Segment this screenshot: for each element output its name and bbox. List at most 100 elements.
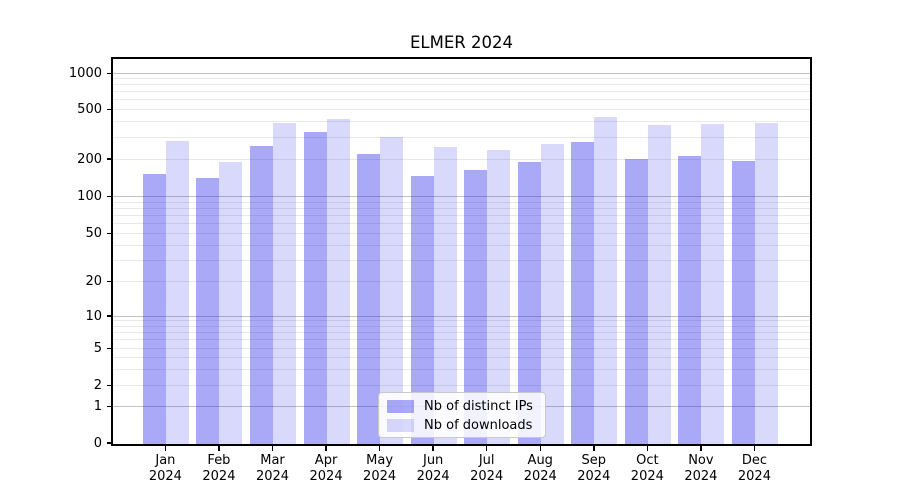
bar-distinct-ips (731, 160, 755, 444)
gridline-minor (113, 233, 810, 234)
bar-downloads (540, 143, 564, 444)
gridline-minor (113, 368, 810, 370)
x-tick-mark (753, 446, 756, 451)
gridline-minor (113, 99, 810, 101)
legend-swatch (387, 400, 414, 413)
x-tick-label: May 2024 (347, 453, 413, 485)
x-tick-label: Jul 2024 (454, 453, 520, 485)
gridline-minor (113, 84, 810, 86)
bar-downloads (594, 116, 618, 444)
y-tick-mark (106, 108, 113, 111)
bar-distinct-ips (571, 141, 595, 444)
gridline-major (113, 315, 810, 317)
x-tick-month: May (366, 453, 394, 468)
gridline-minor (113, 259, 810, 261)
legend-swatch (387, 419, 414, 432)
y-tick-mark (106, 158, 113, 160)
x-tick-year: 2024 (202, 469, 236, 484)
gridline-minor (113, 356, 810, 358)
bar-downloads (754, 123, 778, 444)
gridline-minor (113, 244, 810, 246)
bar-distinct-ips (410, 176, 434, 444)
y-tick-label: 50 (85, 226, 102, 241)
x-tick-label: Nov 2024 (668, 453, 734, 485)
chart-title: ELMER 2024 (410, 33, 513, 52)
y-tick-label: 2 (93, 378, 102, 393)
x-tick-year: 2024 (737, 469, 771, 484)
x-tick-month: Jan (155, 453, 176, 468)
plot-border (111, 57, 812, 446)
x-tick-month: Apr (314, 453, 338, 468)
y-tick-label: 5 (93, 340, 102, 356)
x-tick-month: Nov (688, 453, 714, 468)
x-tick-year: 2024 (470, 469, 504, 484)
gridline-minor (113, 215, 810, 217)
bar-downloads (380, 137, 404, 444)
x-tick-year: 2024 (630, 469, 664, 484)
gridline-minor (113, 91, 810, 93)
x-tick-month: Sep (581, 453, 607, 468)
bar-distinct-ips (624, 159, 648, 444)
x-tick-mark (539, 446, 541, 451)
gridline-minor (113, 108, 810, 110)
y-tick-label: 1 (93, 398, 102, 414)
gridline-minor (113, 281, 810, 283)
bar-distinct-ips (678, 156, 702, 444)
y-tick-label: 10 (85, 308, 102, 324)
bar-distinct-ips (357, 153, 381, 444)
bar-downloads (433, 146, 457, 444)
y-tick-mark (106, 195, 113, 198)
x-tick-label: Apr 2024 (293, 453, 359, 485)
bar-distinct-ips (464, 170, 488, 444)
bar-downloads (326, 118, 350, 444)
x-tick-mark (700, 446, 702, 451)
legend-row: Nb of downloads (387, 416, 545, 435)
bar-downloads (701, 124, 725, 444)
x-tick-month: Feb (207, 453, 231, 468)
x-tick-label: Sep 2024 (561, 453, 627, 485)
x-tick-month: Oct (636, 453, 659, 468)
gridline-major (113, 72, 810, 74)
x-tick-year: 2024 (309, 469, 343, 484)
x-tick-year: 2024 (363, 469, 397, 484)
x-tick-label: Jan 2024 (132, 453, 198, 485)
gridline-minor (113, 347, 810, 349)
x-tick-year: 2024 (148, 469, 182, 484)
y-tick-mark (106, 72, 113, 75)
bar-downloads (487, 150, 511, 444)
legend-label: Nb of downloads (424, 418, 533, 433)
x-tick-year: 2024 (255, 469, 290, 484)
x-tick-label: Jun 2024 (400, 453, 466, 485)
x-tick-label: Oct 2024 (614, 453, 680, 485)
gridline-minor (113, 385, 810, 386)
gridline-minor (113, 158, 810, 160)
y-tick-mark (106, 405, 113, 408)
y-tick-label: 500 (77, 101, 102, 117)
y-tick-label: 20 (85, 274, 102, 290)
x-tick-year: 2024 (523, 469, 557, 484)
x-tick-month: Jul (478, 453, 495, 468)
x-tick-mark (593, 446, 595, 451)
bar-downloads (647, 124, 671, 444)
x-tick-mark (432, 446, 434, 451)
legend-row: Nb of distinct IPs (387, 397, 545, 416)
x-tick-label: Aug 2024 (507, 453, 573, 485)
gridline-minor (113, 201, 810, 203)
gridline-minor (113, 120, 810, 122)
legend-label: Nb of distinct IPs (424, 399, 533, 414)
x-tick-mark (218, 446, 220, 451)
y-tick-mark (106, 384, 113, 387)
gridline-minor (113, 78, 810, 80)
bar-downloads (165, 140, 189, 444)
gridline-major (113, 196, 810, 198)
bar-downloads (273, 123, 296, 444)
bar-distinct-ips (250, 145, 273, 444)
y-tick-label: 1000 (68, 65, 102, 81)
bar-distinct-ips (196, 178, 220, 444)
x-tick-mark (485, 446, 488, 451)
gridline-minor (113, 208, 810, 210)
x-tick-month: Mar (260, 453, 285, 468)
gridline-minor (113, 320, 810, 322)
y-tick-label: 0 (93, 435, 102, 451)
